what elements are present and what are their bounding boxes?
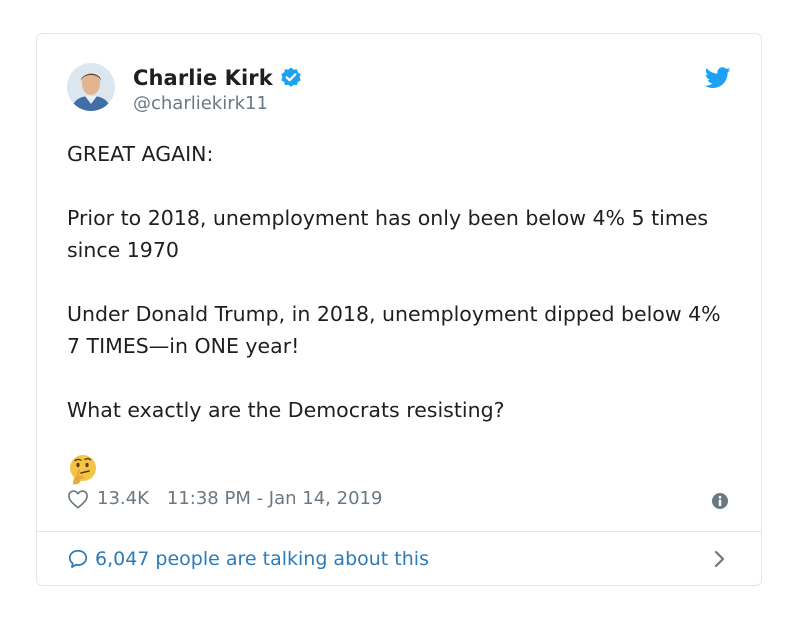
tweet-paragraph: Prior to 2018, unemployment has only bee… <box>67 206 709 262</box>
tweet-paragraph: GREAT AGAIN: <box>67 142 214 166</box>
conversation-link[interactable]: 6,047 people are talking about this <box>67 531 731 586</box>
speech-bubble-icon <box>67 548 89 570</box>
twitter-bird-icon[interactable] <box>704 67 731 89</box>
info-icon[interactable] <box>711 492 729 510</box>
like-count[interactable]: 13.4K <box>97 488 149 509</box>
verified-badge-icon <box>279 66 303 90</box>
thinking-face-emoji-icon <box>67 453 99 485</box>
author-name-row[interactable]: Charlie Kirk <box>133 66 303 90</box>
chevron-right-icon[interactable] <box>713 548 727 570</box>
heart-icon[interactable] <box>67 489 89 509</box>
tweet-meta-row: 13.4K 11:38 PM - Jan 14, 2019 <box>67 488 382 509</box>
author-display-name[interactable]: Charlie Kirk <box>133 66 273 90</box>
conversation-label[interactable]: 6,047 people are talking about this <box>95 547 429 570</box>
tweet-paragraph: Under Donald Trump, in 2018, unemploymen… <box>67 302 721 358</box>
tweet-paragraph: What exactly are the Democrats resisting… <box>67 398 505 422</box>
avatar[interactable] <box>67 63 115 111</box>
tweet-timestamp[interactable]: 11:38 PM - Jan 14, 2019 <box>166 488 383 509</box>
tweet-text: GREAT AGAIN: Prior to 2018, unemployment… <box>67 138 737 458</box>
tweet-card: Charlie Kirk @charliekirk11 GREAT AGAIN:… <box>36 33 762 586</box>
divider <box>37 531 761 532</box>
author-handle[interactable]: @charliekirk11 <box>133 93 268 114</box>
